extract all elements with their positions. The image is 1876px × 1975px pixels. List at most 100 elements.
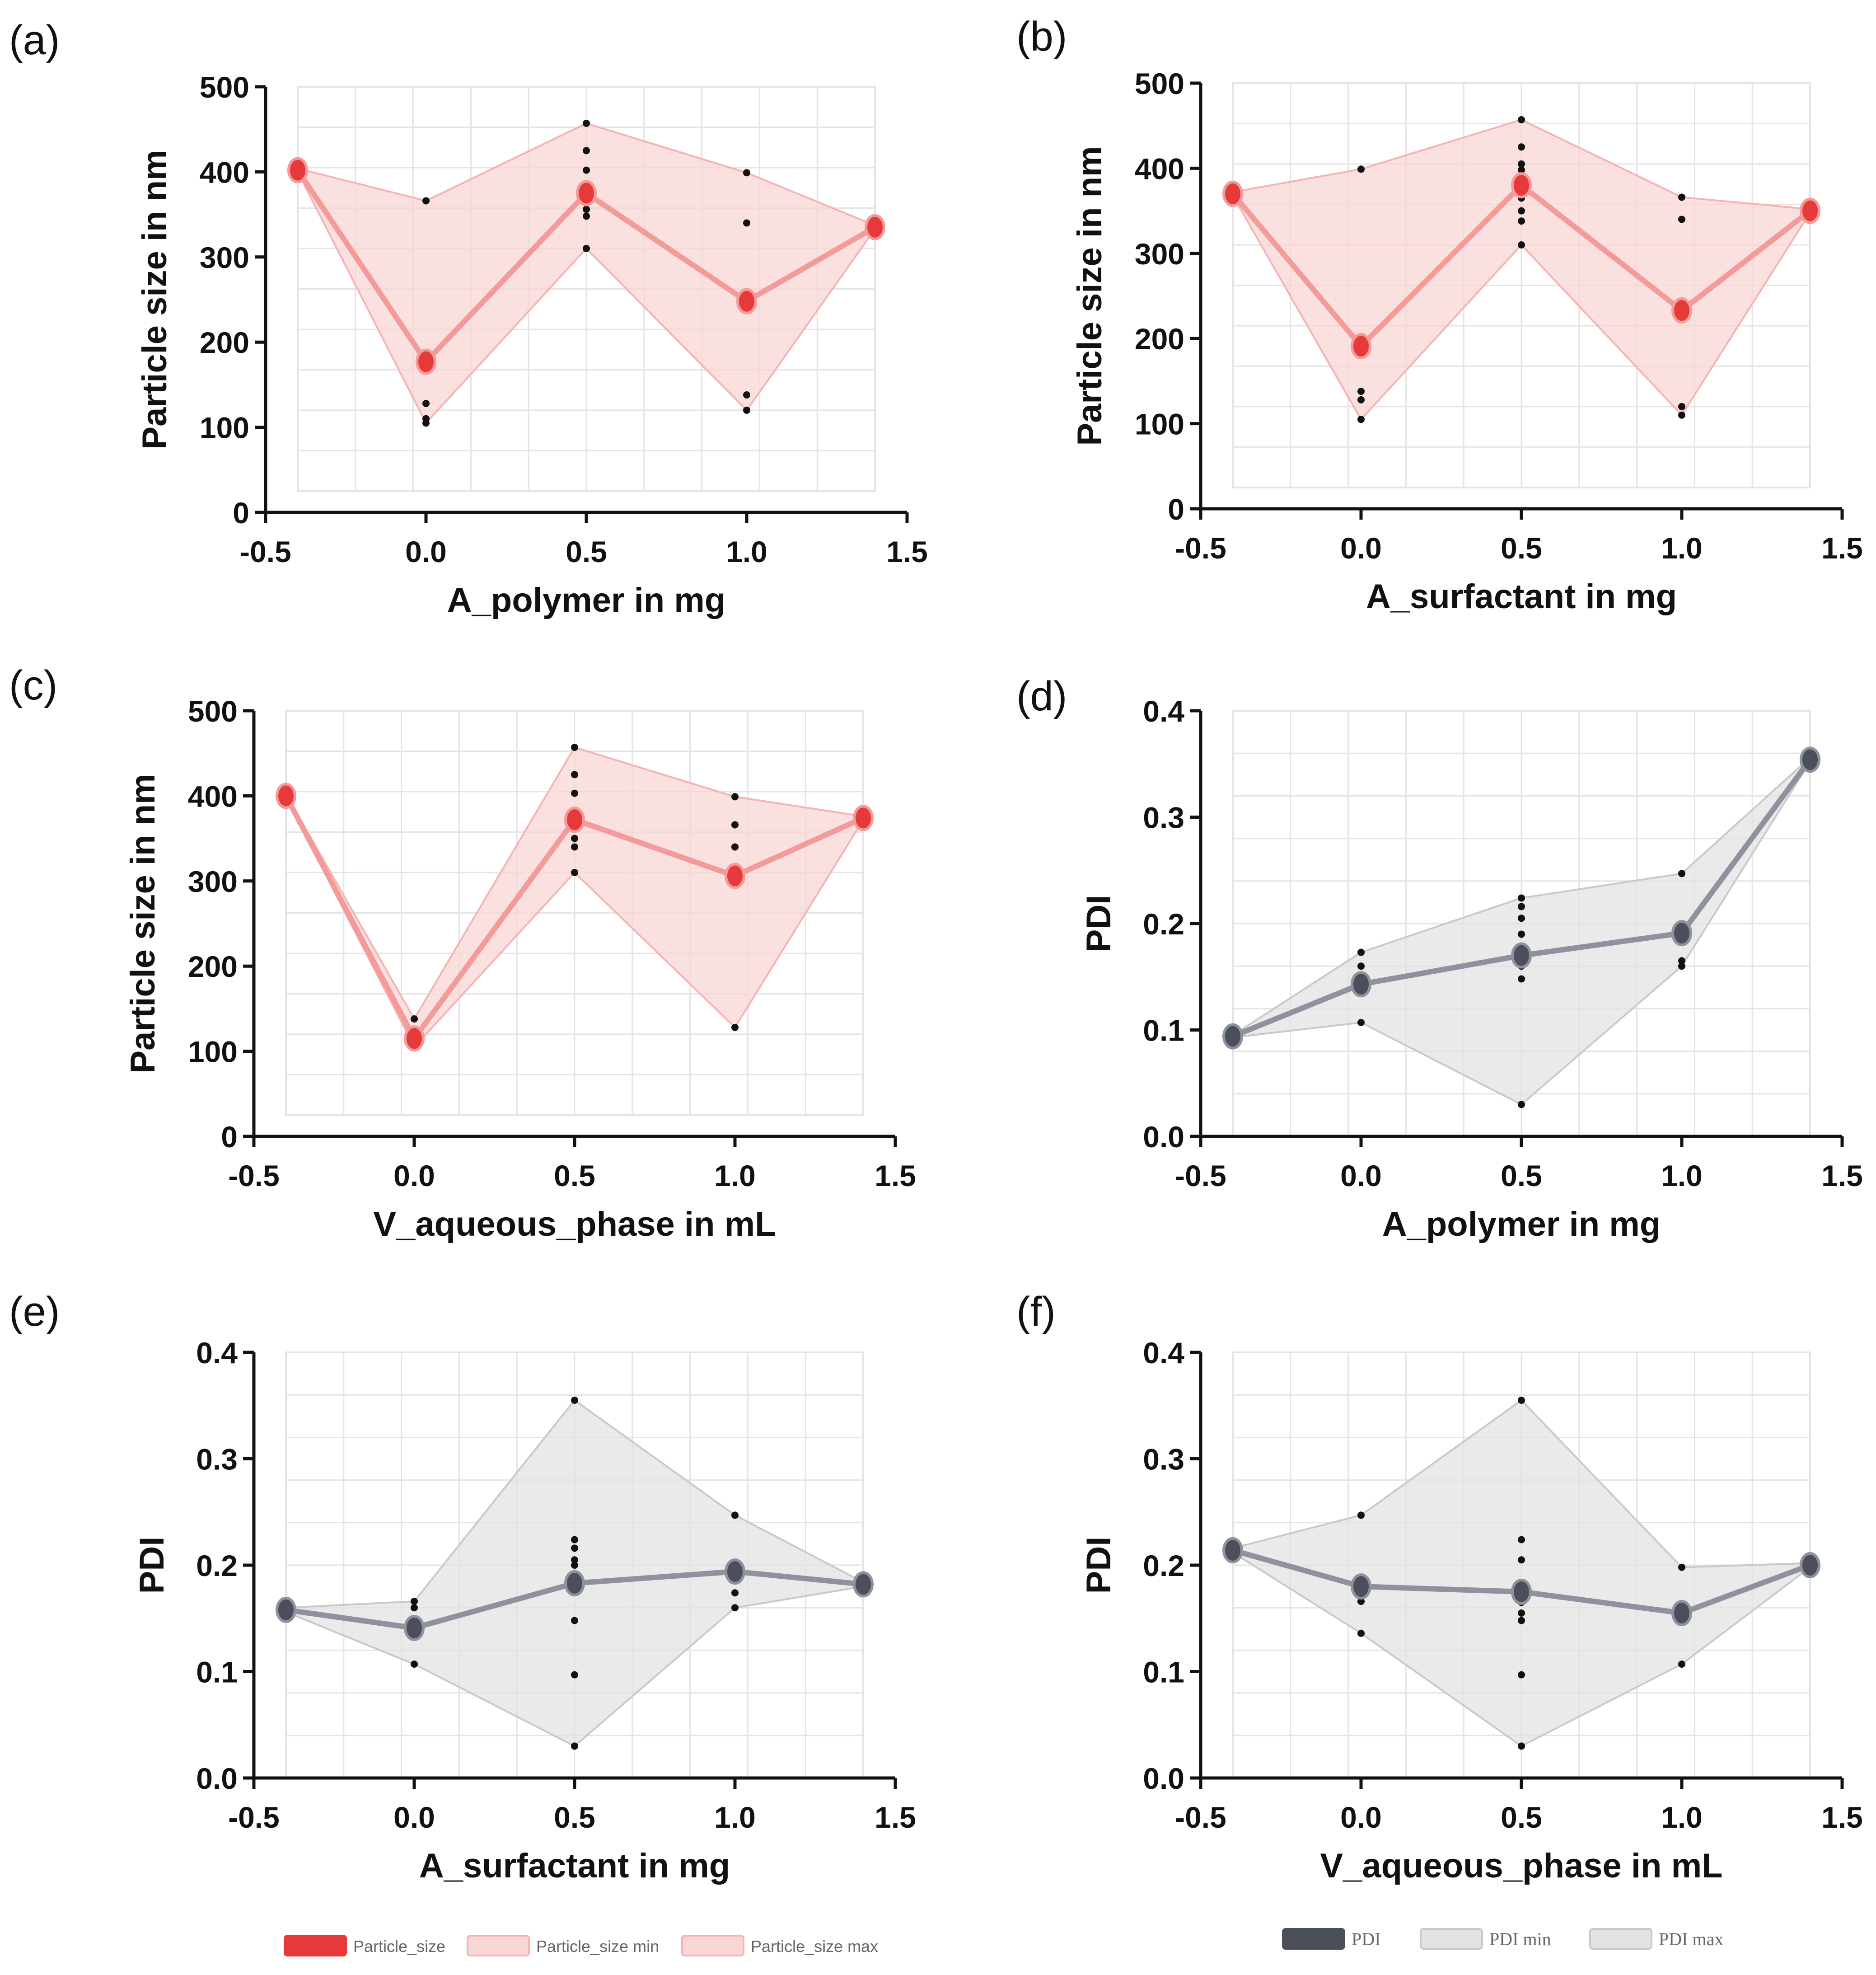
y-axis-title: PDI bbox=[133, 1537, 171, 1594]
panel-label: (f) bbox=[1016, 1289, 1056, 1335]
chart-panel-1: (a) -0.5 0.0 0.5 1.0 1.5 0 100 200 300 400 500 A_pol… bbox=[9, 17, 928, 619]
observation-point bbox=[1357, 1511, 1365, 1519]
x-tick-label: 1.0 bbox=[1661, 531, 1703, 565]
legend-item: PDI max bbox=[1589, 1928, 1723, 1950]
legend-item: Particle_size min bbox=[467, 1935, 659, 1956]
observation-point bbox=[571, 744, 578, 751]
observation-point bbox=[731, 1511, 739, 1519]
y-tick-label: 0.1 bbox=[1143, 1656, 1184, 1689]
x-tick-label: 0.0 bbox=[405, 535, 447, 568]
observation-point bbox=[1518, 930, 1525, 938]
x-tick-label: 1.5 bbox=[1821, 1801, 1863, 1834]
legend-item: PDI min bbox=[1420, 1928, 1551, 1950]
y-axis-title: PDI bbox=[1080, 895, 1118, 952]
observation-point bbox=[571, 1742, 578, 1750]
observation-point bbox=[571, 843, 578, 851]
observation-point bbox=[1357, 1598, 1365, 1605]
y-tick-label: 400 bbox=[1135, 152, 1184, 185]
legend-swatch bbox=[681, 1935, 744, 1956]
observation-point bbox=[1357, 396, 1365, 403]
observation-point bbox=[571, 1396, 578, 1404]
data-marker bbox=[1671, 920, 1692, 947]
legend-item: Particle_size max bbox=[681, 1935, 878, 1956]
x-tick-label: 1.5 bbox=[875, 1159, 916, 1192]
legend-pdi: PDI PDI min PDI max bbox=[1282, 1928, 1723, 1950]
observation-point bbox=[571, 1544, 578, 1552]
axes: -0.5 0.0 0.5 1.0 1.5 0 100 200 300 400 500 bbox=[1135, 67, 1863, 565]
data-marker bbox=[1511, 942, 1532, 969]
x-tick-label: 0.5 bbox=[566, 535, 607, 568]
observation-point bbox=[743, 169, 750, 177]
legend-label: PDI min bbox=[1489, 1929, 1551, 1949]
x-tick-label: 1.5 bbox=[1821, 531, 1863, 565]
data-marker bbox=[1511, 1578, 1532, 1605]
observation-point bbox=[571, 868, 578, 876]
y-tick-label: 100 bbox=[200, 411, 249, 445]
y-tick-label: 0.0 bbox=[1143, 1762, 1184, 1795]
panel-label: (c) bbox=[9, 662, 57, 708]
observation-point bbox=[1357, 165, 1365, 173]
x-tick-label: 0.0 bbox=[393, 1159, 435, 1192]
observation-point bbox=[571, 1617, 578, 1624]
y-tick-label: 0.4 bbox=[196, 1336, 238, 1370]
x-tick-label: 1.0 bbox=[1661, 1159, 1703, 1192]
x-tick-label: 0.0 bbox=[1340, 531, 1382, 565]
observation-point bbox=[1518, 1671, 1525, 1679]
panel-label: (b) bbox=[1016, 14, 1067, 60]
y-tick-label: 500 bbox=[1135, 67, 1184, 100]
observation-point bbox=[1518, 1101, 1525, 1108]
panel-label: (a) bbox=[9, 17, 60, 63]
observation-point bbox=[731, 843, 739, 851]
x-axis-title: A_surfactant in mg bbox=[419, 1847, 730, 1885]
y-axis-title: Particle size in nm bbox=[1071, 146, 1109, 446]
observation-point bbox=[583, 206, 590, 213]
y-tick-label: 0.2 bbox=[196, 1549, 238, 1582]
y-axis-title: Particle size in nm bbox=[136, 150, 174, 449]
observation-point bbox=[1518, 207, 1525, 215]
data-marker bbox=[564, 807, 585, 833]
observation-point bbox=[422, 197, 430, 205]
y-tick-label: 0 bbox=[233, 496, 249, 530]
data-marker bbox=[1511, 172, 1532, 199]
y-tick-label: 0.3 bbox=[196, 1443, 238, 1476]
observation-point bbox=[731, 821, 739, 829]
data-marker bbox=[736, 288, 757, 314]
x-tick-label: 0.5 bbox=[1501, 1159, 1542, 1192]
observation-point bbox=[1678, 411, 1685, 419]
data-marker bbox=[404, 1025, 425, 1052]
y-tick-label: 0.3 bbox=[1143, 801, 1184, 835]
data-marker bbox=[1671, 297, 1692, 324]
legend-swatch bbox=[467, 1935, 530, 1956]
y-tick-label: 0 bbox=[221, 1120, 238, 1154]
y-tick-label: 400 bbox=[188, 779, 238, 813]
legend-item: Particle_size bbox=[284, 1935, 445, 1956]
observation-point bbox=[1357, 1019, 1365, 1027]
data-marker bbox=[725, 863, 745, 889]
y-axis-title: Particle size in nm bbox=[124, 774, 162, 1073]
legend-swatch bbox=[1282, 1928, 1345, 1950]
observation-point bbox=[571, 1556, 578, 1564]
data-marker bbox=[1671, 1600, 1692, 1626]
chart-panel-4: (d) -0.5 0.0 0.5 1.0 1.5 0.0 0.1 0.2 0.3 0.4 A_poly… bbox=[1016, 673, 1863, 1243]
data-marker bbox=[865, 214, 885, 240]
x-axis-title: V_aqueous_phase in mL bbox=[373, 1205, 776, 1243]
observation-point bbox=[1518, 1617, 1525, 1624]
x-tick-label: 1.5 bbox=[875, 1801, 916, 1834]
observation-point bbox=[571, 1671, 578, 1679]
observation-point bbox=[411, 1015, 418, 1023]
x-tick-label: 0.5 bbox=[554, 1801, 595, 1834]
y-tick-label: 0.4 bbox=[1143, 1336, 1184, 1370]
observation-point bbox=[1678, 1661, 1685, 1668]
observation-point bbox=[1678, 216, 1685, 223]
data-marker bbox=[404, 1614, 425, 1641]
observation-point bbox=[1518, 975, 1525, 983]
observation-point bbox=[1357, 416, 1365, 423]
observation-point bbox=[731, 793, 739, 801]
chart-panel-6: (f) -0.5 0.0 0.5 1.0 1.5 0.0 0.1 0.2 0.3 0.4 V_aque… bbox=[1016, 1289, 1863, 1885]
observation-point bbox=[583, 147, 590, 155]
legend-swatch bbox=[1420, 1928, 1483, 1950]
y-tick-label: 0.2 bbox=[1143, 907, 1184, 941]
y-tick-label: 200 bbox=[188, 950, 238, 983]
x-tick-label: -0.5 bbox=[1175, 531, 1226, 565]
y-tick-label: 0.3 bbox=[1143, 1443, 1184, 1476]
